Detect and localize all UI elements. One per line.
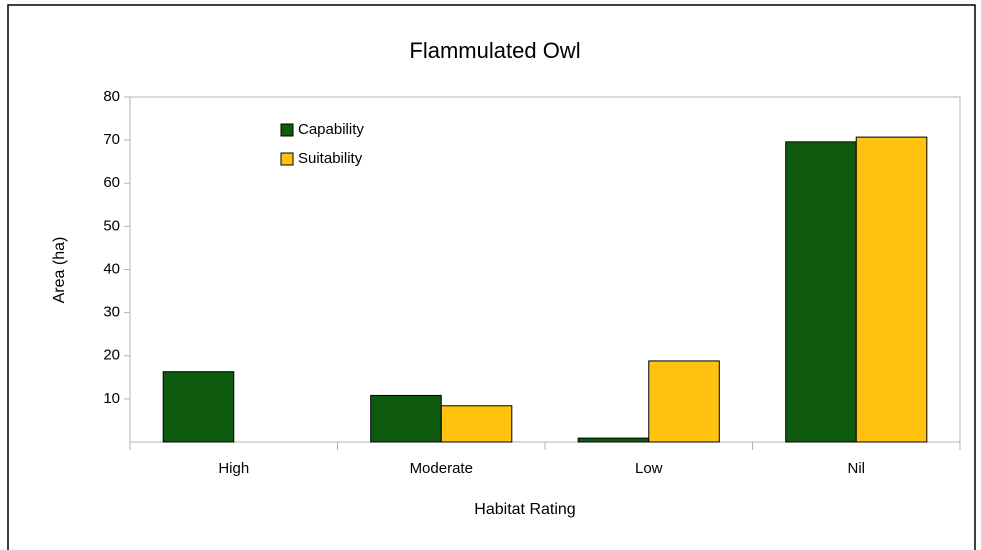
bar	[440, 405, 513, 443]
y-tick-label: 10	[103, 390, 120, 407]
bar	[855, 136, 928, 443]
x-axis-label: Habitat Rating	[474, 501, 575, 518]
bar	[648, 360, 720, 443]
legend-swatch	[280, 152, 294, 166]
y-tick-label: 20	[103, 347, 120, 364]
x-tick-label: Nil	[848, 460, 866, 477]
legend-swatch	[280, 123, 294, 137]
y-tick-label: 50	[103, 217, 120, 234]
x-tick-label: Moderate	[410, 460, 473, 477]
bar	[785, 141, 857, 443]
x-tick-label: High	[218, 460, 249, 477]
y-tick-label: 40	[103, 260, 120, 277]
y-tick-label: 80	[103, 88, 120, 105]
y-tick-label: 60	[103, 174, 120, 191]
chart-title: Flammulated Owl	[409, 38, 580, 63]
bar	[162, 371, 235, 443]
y-axis-label: Area (ha)	[51, 237, 68, 304]
y-tick-label: 70	[103, 131, 120, 148]
legend-label: Suitability	[298, 150, 363, 167]
y-tick-label: 30	[103, 304, 120, 321]
bar	[577, 437, 650, 443]
x-tick-label: Low	[635, 460, 663, 477]
bar	[370, 394, 442, 443]
legend-label: Capability	[298, 121, 364, 138]
